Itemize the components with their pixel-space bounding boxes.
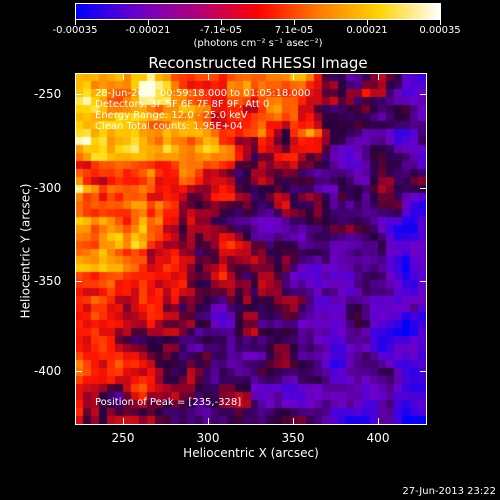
colorbar-units: (photons cm⁻² s⁻¹ asec⁻²) [193,38,323,49]
colorbar-label: 0.00021 [346,25,388,36]
y-tick-label: -300 [34,181,62,195]
y-axis-title: Heliocentric Y (arcsec) [18,183,33,319]
solar-image [76,74,426,424]
energy-range-text: Energy Range: 12.0 - 25.0 keV [95,110,248,121]
image-title: Reconstructed RHESSI Image [148,54,368,72]
image-plot: 28-Jun-2013 00:59:18.000 to 01:05:18.000… [75,73,427,425]
x-tick-label: 350 [281,431,305,445]
y-tick-label: -400 [34,364,62,378]
x-tick-label: 400 [366,431,390,445]
colorbar-label: -0.00035 [52,25,98,36]
y-tick-label: -350 [34,274,62,288]
colorbar-label: -7.1e-05 [200,25,242,36]
colorbar-label: 7.1e-05 [274,25,314,36]
timestamp: 27-Jun-2013 23:22 [402,486,496,497]
colorbar-label: -0.00021 [125,25,171,36]
colorbar-ticks [75,20,441,26]
x-tick-label: 250 [111,431,135,445]
x-tick-label: 300 [196,431,220,445]
time-range-text: 28-Jun-2013 00:59:18.000 to 01:05:18.000 [95,88,311,99]
peak-position-text: Position of Peak = [235,-328] [95,397,242,408]
x-axis-title: Heliocentric X (arcsec) [183,446,319,460]
colorbar-label: 0.00035 [419,25,461,36]
colorbar [75,3,441,20]
total-counts-text: Clean Total counts: 1.95E+04 [95,121,243,132]
y-tick-label: -250 [34,87,62,101]
detectors-text: Detectors: 3F 5F 6F 7F 8F 9F, Att 0 [95,99,270,110]
